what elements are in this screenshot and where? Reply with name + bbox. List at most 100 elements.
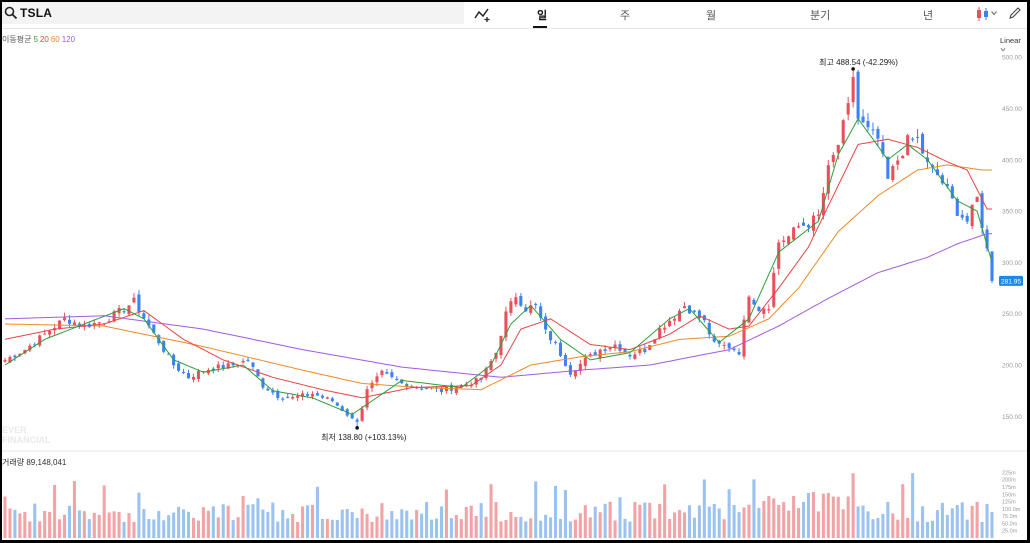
candle-body (529, 305, 533, 313)
candle-body (831, 154, 835, 162)
candle-body (315, 393, 320, 396)
candle-body (216, 364, 220, 369)
tab-quarter[interactable]: 분기 (810, 10, 831, 22)
volume-bar (861, 505, 865, 538)
candle-body (593, 352, 597, 356)
candle-body (261, 378, 265, 388)
volume-bar (469, 505, 473, 538)
volume-bar (692, 517, 696, 538)
candle-body (851, 77, 855, 103)
tab-year[interactable]: 년 (923, 10, 934, 22)
high-price-label: 최고 488.54 (-42.29%) (819, 57, 898, 68)
candle-body (62, 317, 67, 321)
volume-bar (28, 521, 32, 538)
volume-bar (206, 510, 210, 538)
volume-bar (648, 502, 652, 538)
volume-bar (157, 511, 161, 538)
y-tick-label: 450.00 (1002, 106, 1022, 113)
volume-bar (23, 512, 27, 538)
candle-body (653, 339, 657, 344)
volume-bar (320, 518, 324, 538)
volume-bar (420, 513, 424, 538)
volume-bar (628, 521, 632, 538)
volume-bar (62, 514, 67, 538)
candle-body (777, 242, 781, 269)
ma20-line (4, 138, 992, 399)
candle-body (861, 116, 865, 123)
volume-bar (365, 513, 369, 538)
volume-bar (459, 519, 463, 538)
candle-body (310, 394, 315, 397)
search-box[interactable]: TSLA (2, 2, 464, 24)
y-tick-label: 350.00 (1002, 209, 1022, 216)
candle-body (975, 196, 979, 202)
candle-body (623, 348, 627, 353)
legend-ma5: 5 (33, 35, 38, 44)
volume-bar (573, 519, 577, 538)
candle-body (846, 103, 850, 115)
candle-body (970, 204, 974, 227)
volume-bar (360, 508, 364, 538)
tab-month[interactable]: 월 (706, 10, 717, 22)
volume-bar (554, 485, 558, 538)
volume-bar (747, 504, 751, 538)
scale-selector[interactable]: Linear (1000, 36, 1027, 54)
volume-bar (236, 517, 240, 538)
candle-body (583, 357, 587, 366)
volume-bar (901, 484, 905, 538)
candle-body (628, 354, 632, 357)
candle-body (454, 387, 458, 393)
candle-body (365, 389, 369, 408)
volume-tick-label: 175m (1002, 485, 1016, 491)
candle-body (811, 215, 815, 231)
volume-bar (782, 502, 786, 538)
volume-bar (717, 508, 721, 538)
candle-body (881, 142, 885, 154)
volume-bar (960, 502, 964, 538)
volume-bar (529, 518, 533, 538)
volume-bar (211, 506, 215, 538)
volume-tick-label: 200m (1002, 478, 1016, 484)
volume-bar (479, 503, 483, 538)
volume-bar (638, 504, 642, 538)
candle-body (186, 373, 191, 379)
tab-day[interactable]: 일 (537, 10, 548, 22)
tab-week[interactable]: 주 (620, 10, 631, 22)
candle-body (127, 305, 131, 315)
candle-body (896, 160, 900, 165)
volume-bar (102, 485, 106, 538)
candle-body (598, 349, 602, 359)
chevron-down-icon[interactable] (991, 10, 997, 16)
candle-body (682, 306, 687, 309)
candle-body (251, 362, 255, 367)
volume-bar (623, 518, 627, 538)
low-pct: (+103.13%) (364, 432, 407, 442)
volume-bar (355, 517, 359, 538)
volume-bar (345, 509, 349, 538)
compare-trend-icon[interactable] (474, 6, 492, 22)
candle-body (549, 331, 553, 341)
volume-bar (241, 496, 245, 538)
y-tick-label: 400.00 (1002, 157, 1022, 164)
candlestick-icon[interactable] (976, 6, 990, 22)
scale-label[interactable]: Linear (1000, 36, 1021, 45)
ticker-text[interactable]: TSLA (20, 6, 53, 20)
candle-body (588, 354, 592, 357)
candle-body (286, 396, 290, 398)
volume-bar (350, 512, 354, 538)
volume-bar (524, 521, 528, 538)
volume-bar (380, 503, 384, 538)
y-tick-label: 300.00 (1002, 260, 1022, 267)
candle-body (707, 322, 711, 335)
candle-body (38, 335, 42, 346)
volume-bar (310, 504, 315, 538)
volume-bar (811, 491, 815, 538)
volume-bar (558, 518, 563, 538)
current-price-text: 281.95 (1001, 278, 1021, 285)
volume-tick-label: 100.0m (1002, 507, 1021, 513)
volume-bar (38, 521, 42, 538)
volume-bar (261, 509, 265, 538)
candle-body (742, 319, 746, 357)
pencil-icon[interactable] (1008, 6, 1022, 20)
